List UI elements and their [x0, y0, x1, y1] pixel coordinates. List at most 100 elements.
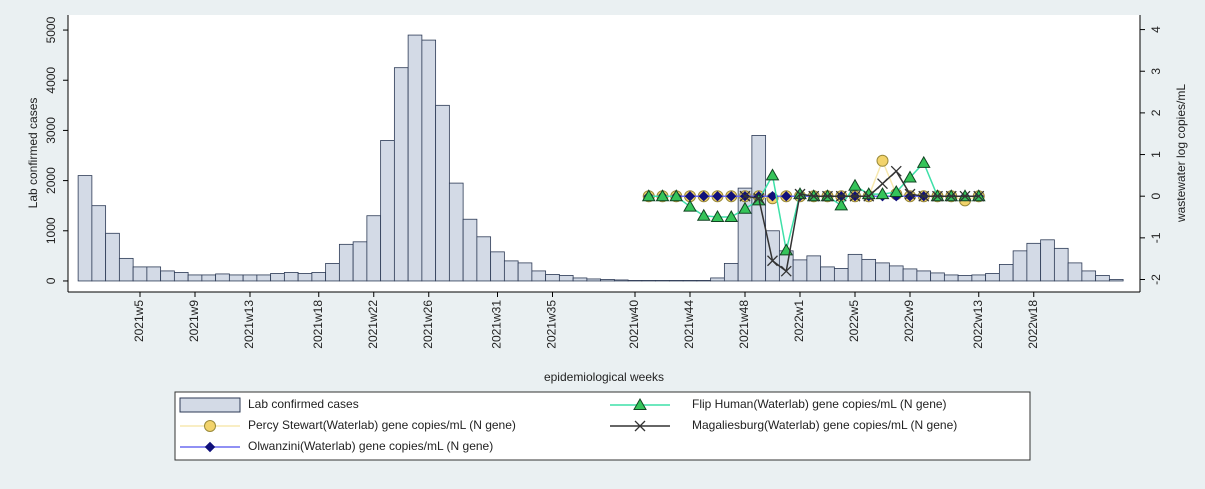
- marker: [738, 201, 752, 214]
- bar: [655, 280, 670, 282]
- bar: [393, 67, 409, 282]
- bar: [586, 278, 602, 282]
- legend-marker: [634, 420, 646, 432]
- marker: [848, 178, 862, 191]
- marker: [863, 190, 875, 202]
- bar: [490, 251, 505, 282]
- bar: [173, 272, 189, 282]
- y2-tick-label: 1: [1149, 151, 1163, 158]
- legend-marker: [204, 420, 216, 432]
- bar: [421, 39, 437, 282]
- legend-label: Percy Stewart(Waterlab) gene copies/mL (…: [248, 418, 516, 432]
- marker: [696, 208, 711, 221]
- x-tick-label: 2021w26: [421, 300, 435, 349]
- bar: [613, 279, 629, 282]
- x-tick-label: 2022w5: [847, 300, 861, 342]
- legend-swatch: [179, 397, 241, 413]
- x-tick-label: 2021w44: [682, 300, 696, 349]
- marker: [698, 190, 709, 202]
- x-tick-label: 2021w9: [187, 300, 201, 342]
- bar: [228, 274, 244, 282]
- y-tick-label: 5000: [44, 16, 58, 43]
- y-tick-label: 3000: [44, 117, 58, 144]
- marker: [780, 265, 792, 277]
- y-tick-label: 0: [44, 277, 58, 284]
- bar: [696, 280, 712, 282]
- y2-tick-label: -2: [1149, 274, 1163, 285]
- legend-label: Flip Human(Waterlab) gene copies/mL (N g…: [692, 397, 947, 411]
- legend-marker: [204, 441, 216, 453]
- bar: [641, 280, 657, 282]
- marker: [641, 189, 656, 202]
- marker: [877, 178, 888, 190]
- bar: [160, 270, 175, 282]
- bar: [572, 277, 588, 282]
- bar: [710, 277, 725, 282]
- bar: [985, 273, 1000, 282]
- plot-area: [68, 15, 1140, 292]
- y-tick-label: 4000: [44, 67, 58, 94]
- marker: [918, 190, 930, 202]
- marker: [835, 190, 847, 202]
- bar: [352, 241, 368, 282]
- x-tick-label: 2021w40: [627, 300, 641, 349]
- bar: [833, 268, 849, 282]
- marker: [822, 190, 833, 202]
- bar: [91, 205, 107, 282]
- bar: [792, 259, 808, 282]
- x-tick-label: 2022w9: [902, 300, 916, 342]
- marker: [945, 190, 957, 202]
- bar: [545, 274, 560, 282]
- x-tick-label: 2021w22: [366, 300, 380, 349]
- marker: [655, 189, 670, 202]
- marker: [903, 170, 917, 183]
- bar: [105, 232, 120, 282]
- bar: [215, 273, 230, 282]
- marker: [710, 210, 725, 223]
- x-tick-label: 2021w18: [311, 300, 325, 349]
- marker: [781, 190, 792, 202]
- bar: [325, 262, 340, 282]
- y-tick-label: 1000: [44, 217, 58, 244]
- bar: [723, 262, 739, 282]
- x-tick-label: 2022w1: [792, 300, 806, 342]
- bar: [448, 182, 464, 282]
- bar: [558, 275, 574, 282]
- bar: [682, 280, 698, 282]
- marker: [669, 189, 684, 202]
- bar: [1040, 239, 1055, 282]
- marker: [890, 165, 902, 177]
- bar: [338, 243, 354, 282]
- marker: [767, 255, 778, 267]
- bar: [1067, 262, 1083, 282]
- marker: [959, 190, 971, 202]
- marker: [808, 190, 820, 202]
- marker: [712, 190, 723, 202]
- marker: [889, 185, 904, 198]
- bar: [600, 279, 615, 282]
- bar: [668, 280, 684, 282]
- y2-tick-label: 2: [1149, 109, 1163, 116]
- bar: [957, 275, 973, 282]
- x-tick-label: 2022w18: [1026, 300, 1040, 349]
- y-tick-label: 2000: [44, 167, 58, 194]
- legend-label: Olwanzini(Waterlab) gene copies/mL (N ge…: [248, 439, 493, 453]
- bar: [998, 264, 1014, 282]
- bar: [462, 218, 478, 282]
- marker: [834, 198, 849, 211]
- bar: [875, 262, 890, 282]
- bar: [627, 280, 643, 282]
- y2-tick-label: -1: [1149, 232, 1163, 243]
- marker: [683, 199, 697, 212]
- bar: [1012, 250, 1028, 282]
- legend-box: [174, 391, 1031, 461]
- bar: [242, 274, 258, 282]
- bar: [283, 272, 299, 282]
- bar: [77, 175, 93, 282]
- bar: [930, 272, 945, 282]
- legend-label: Lab confirmed cases: [248, 397, 359, 411]
- bar: [366, 215, 382, 282]
- bar: [256, 274, 272, 282]
- bar: [118, 257, 134, 282]
